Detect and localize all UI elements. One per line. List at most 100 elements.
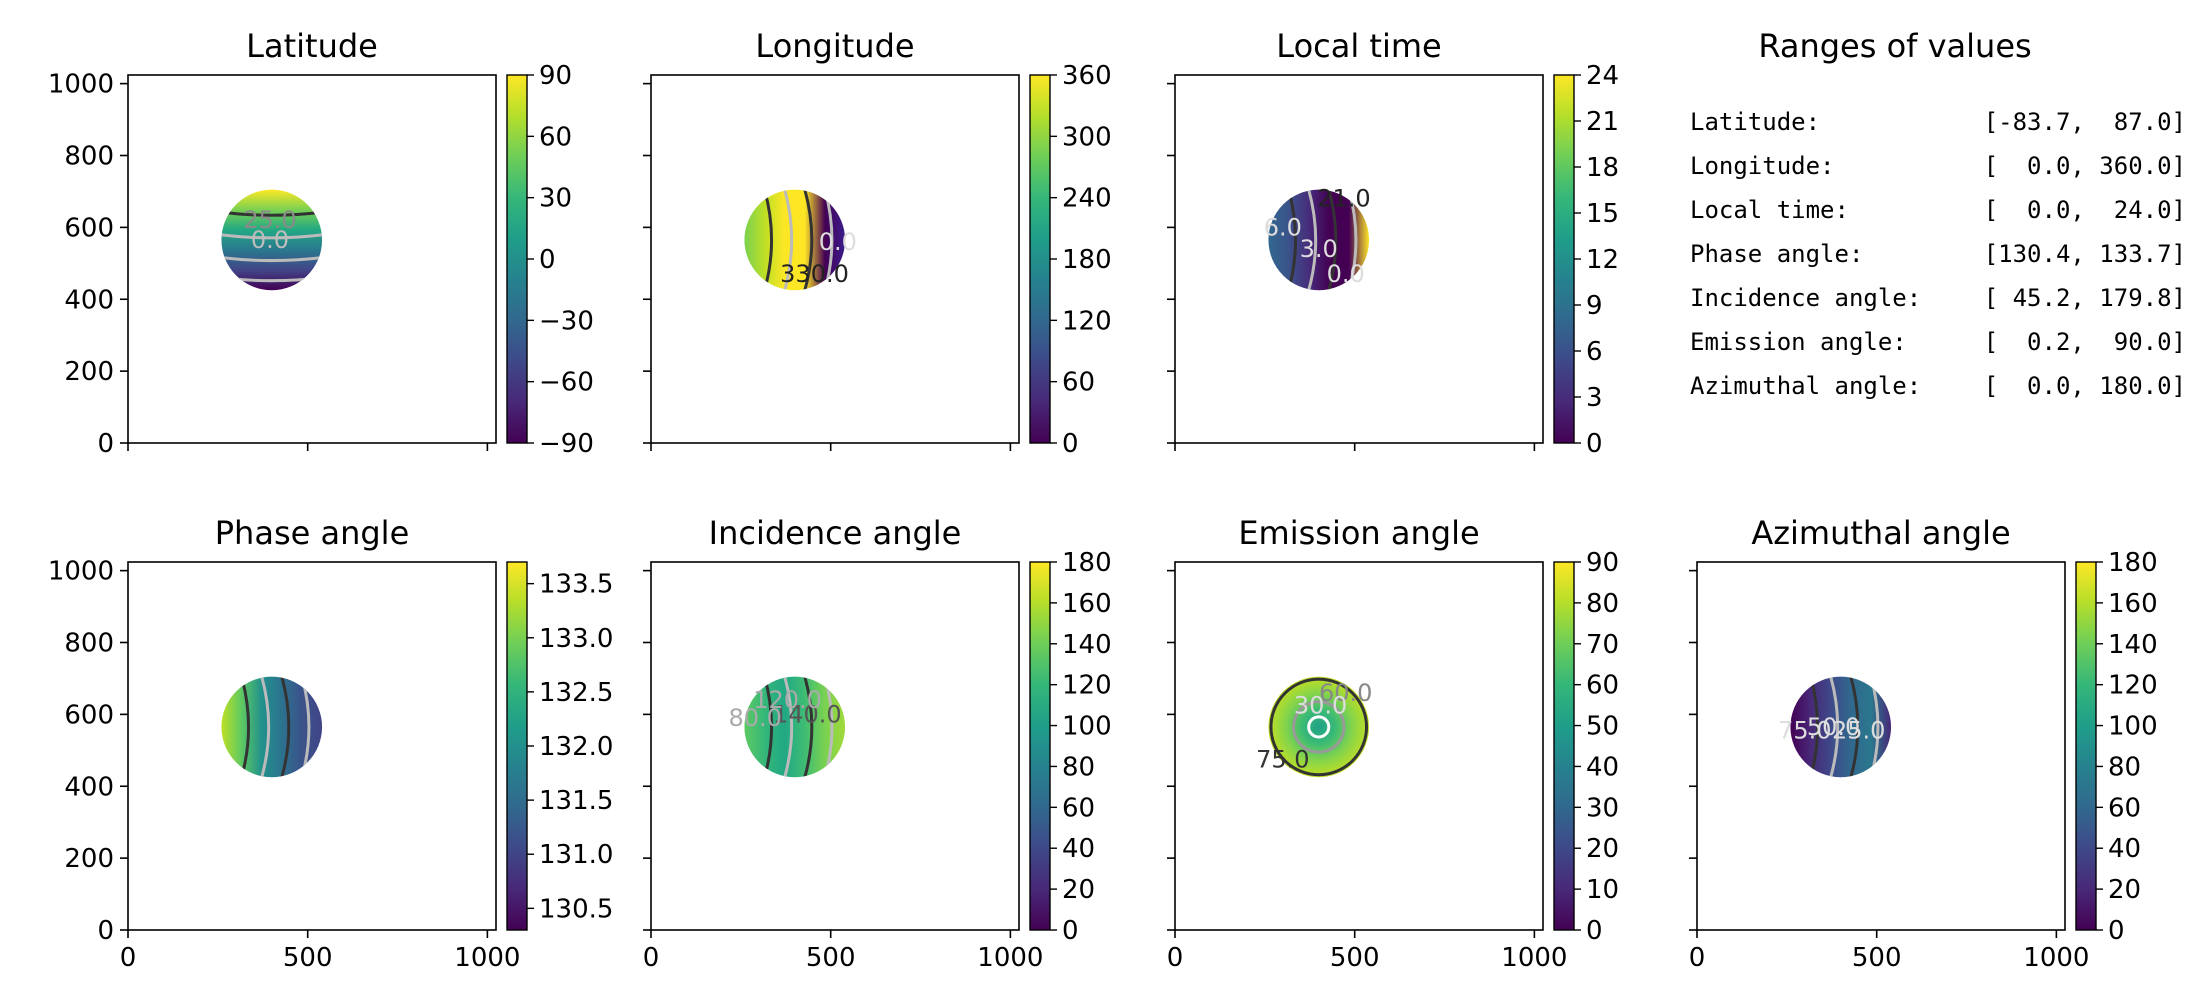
colorbar-tick-label: 60 (539, 122, 572, 152)
colorbar-tick-label: 120 (1062, 671, 1112, 701)
colorbar (1029, 74, 1051, 444)
range-value: [ 0.2, 90.0] (1984, 328, 2186, 356)
colorbar-tick-label: 18 (1586, 153, 1619, 183)
colorbar-tick-label: 30 (539, 184, 572, 214)
range-label: Incidence angle: (1690, 284, 1921, 312)
contour-lines (1809, 676, 1880, 778)
colorbar-tick-label: 80 (1586, 589, 1619, 619)
colorbar-tick-label: 60 (1062, 368, 1095, 398)
range-value: [ 0.0, 180.0] (1984, 372, 2186, 400)
colorbar-tick-label: 120 (2108, 671, 2158, 701)
colorbar-tick-label: 131.5 (539, 786, 613, 816)
colorbar-tick-label: 131.0 (539, 840, 613, 870)
x-tick-label: 0 (1689, 943, 1706, 973)
colorbar-tick-label: 132.0 (539, 732, 613, 762)
colorbar-tick-label: 40 (2108, 834, 2141, 864)
ranges-title: Ranges of values (1758, 27, 2031, 65)
y-tick-label: 400 (64, 772, 114, 802)
colorbar-tick-label: −60 (539, 368, 594, 398)
colorbar-tick-label: 15 (1586, 199, 1619, 229)
colorbar-tick-label: 0 (2108, 916, 2125, 946)
colorbar-tick-label: 60 (1586, 671, 1619, 701)
colorbar-tick-label: 10 (1586, 875, 1619, 905)
contour-label: 0.0 (251, 226, 289, 254)
subplot-title: Longitude (755, 27, 914, 65)
x-tick-label: 500 (1852, 943, 1902, 973)
colorbar-tick-label: 6 (1586, 337, 1603, 367)
axes-frame (1696, 561, 2066, 931)
colorbar-tick-label: 60 (2108, 793, 2141, 823)
range-label: Local time: (1690, 196, 1849, 224)
colorbar-tick-label: 90 (1586, 548, 1619, 578)
range-label: Azimuthal angle: (1690, 372, 1921, 400)
subplot-azimuthal-angle: Azimuthal angle 75.050.025.0 0 500 1000 0 20 40… (1689, 514, 2158, 973)
ranges-text-panel: Ranges of values Latitude: [-83.7, 87.0] L… (1690, 27, 2186, 400)
y-tick-label: 200 (64, 357, 114, 387)
x-tick-label: 500 (806, 943, 856, 973)
colorbar-tick-label: 140 (1062, 630, 1112, 660)
subplot-title: Azimuthal angle (1751, 514, 2010, 552)
contour-label: 50.0 (1807, 713, 1860, 741)
y-tick-label: 0 (97, 916, 114, 946)
colorbar-tick-label: 0 (539, 245, 556, 275)
colorbar-tick-label: 160 (1062, 589, 1112, 619)
subplot-phase-angle: Phase angle 0 500 1000 0 200 400 600 800 1000 130.… (48, 514, 614, 973)
colorbar-tick-label: 50 (1586, 712, 1619, 742)
colorbar-tick-label: 24 (1586, 61, 1619, 91)
contour-label: 75.0 (1778, 717, 1831, 745)
x-tick-label: 1000 (1501, 943, 1567, 973)
contour-label: 75.0 (1256, 745, 1309, 773)
colorbar (1029, 561, 1051, 931)
colorbar-tick-label: 300 (1062, 122, 1112, 152)
colorbar-tick-label: 180 (1062, 548, 1112, 578)
y-tick-label: 400 (64, 285, 114, 315)
range-value: [130.4, 133.7] (1984, 240, 2186, 268)
contour-lines (1269, 677, 1369, 777)
axes-frame (1174, 74, 1544, 444)
contour-label: 0.0 (819, 228, 857, 256)
x-tick-label: 1000 (2023, 943, 2089, 973)
colorbar-tick-label: 0 (1586, 429, 1603, 459)
colorbar (1553, 561, 1575, 931)
colorbar-tick-label: 3 (1586, 383, 1603, 413)
y-tick-label: 1000 (48, 557, 114, 587)
colorbar-tick-label: 30 (1586, 793, 1619, 823)
colorbar-tick-label: 21 (1586, 107, 1619, 137)
contour-label: 25.0 (1832, 717, 1885, 745)
range-label: Phase angle: (1690, 240, 1863, 268)
colorbar-tick-label: 40 (1586, 752, 1619, 782)
colorbar-tick-label: 360 (1062, 61, 1112, 91)
colorbar (1553, 74, 1575, 444)
colorbar-tick-label: 70 (1586, 630, 1619, 660)
x-tick-label: 1000 (977, 943, 1043, 973)
colorbar-tick-label: 40 (1062, 834, 1095, 864)
planet-disk (1268, 676, 1370, 778)
subplot-emission-angle: Emission angle 60.030.0 75.0 0 500 1000 0 10 20 3… (1167, 514, 1619, 973)
range-value: [ 45.2, 179.8] (1984, 284, 2186, 312)
colorbar-tick-label: −90 (539, 429, 594, 459)
colorbar-tick-label: 0 (1062, 429, 1079, 459)
contour-label: 330.0 (780, 260, 849, 288)
colorbar-tick-label: 0 (1062, 916, 1079, 946)
colorbar (506, 74, 528, 444)
contour-label: 140.0 (773, 700, 842, 728)
colorbar-tick-label: 133.0 (539, 624, 613, 654)
colorbar-tick-label: 140 (2108, 630, 2158, 660)
contour-label: 30.0 (1294, 691, 1347, 719)
range-value: [ 0.0, 24.0] (1984, 196, 2186, 224)
subplot-longitude: Longitude 330.0 0.0 0 60 120 180 240 300 360 (643, 27, 1112, 459)
y-tick-label: 600 (64, 213, 114, 243)
subplot-title: Phase angle (215, 514, 410, 552)
colorbar-tick-label: 80 (2108, 752, 2141, 782)
colorbar-tick-label: 133.5 (539, 570, 613, 600)
contour-label: 21.0 (1317, 185, 1370, 213)
range-value: [-83.7, 87.0] (1984, 108, 2186, 136)
colorbar-tick-label: 80 (1062, 752, 1095, 782)
range-label: Emission angle: (1690, 328, 1907, 356)
axes-frame (127, 74, 497, 444)
range-label: Longitude: (1690, 152, 1835, 180)
colorbar-tick-label: 12 (1586, 245, 1619, 275)
colorbar-tick-label: 100 (2108, 712, 2158, 742)
range-label: Latitude: (1690, 108, 1820, 136)
